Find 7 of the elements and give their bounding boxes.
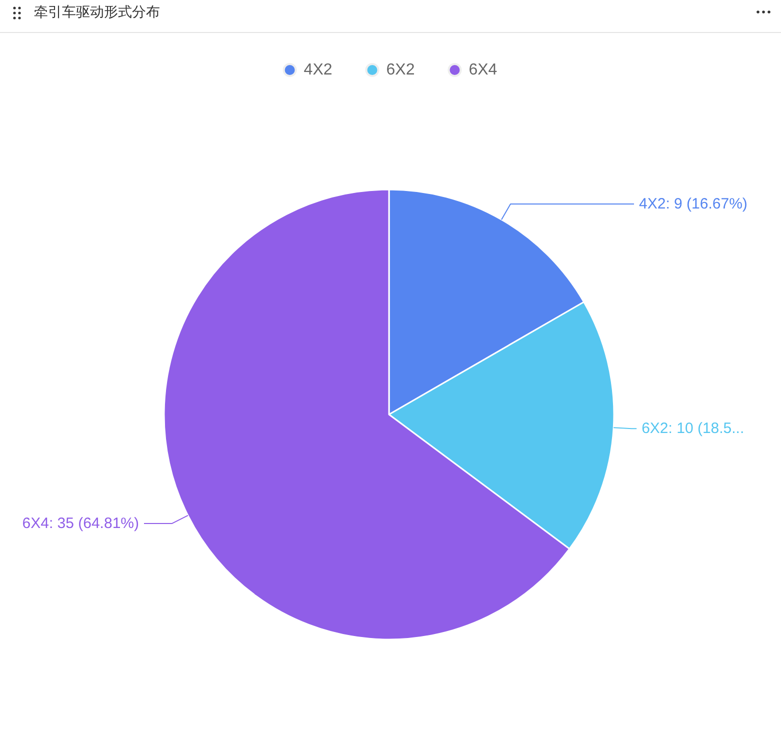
data-label: 4X2: 9 (16.67%) xyxy=(639,196,748,213)
chart-title: 牵引车驱动形式分布 xyxy=(34,4,160,20)
legend-label: 4X2 xyxy=(304,62,332,78)
legend-label: 6X2 xyxy=(386,62,415,78)
data-label: 6X2: 10 (18.5... xyxy=(642,420,744,438)
data-label: 6X4: 35 (64.81%) xyxy=(22,515,139,532)
legend-label: 6X4 xyxy=(468,62,498,78)
